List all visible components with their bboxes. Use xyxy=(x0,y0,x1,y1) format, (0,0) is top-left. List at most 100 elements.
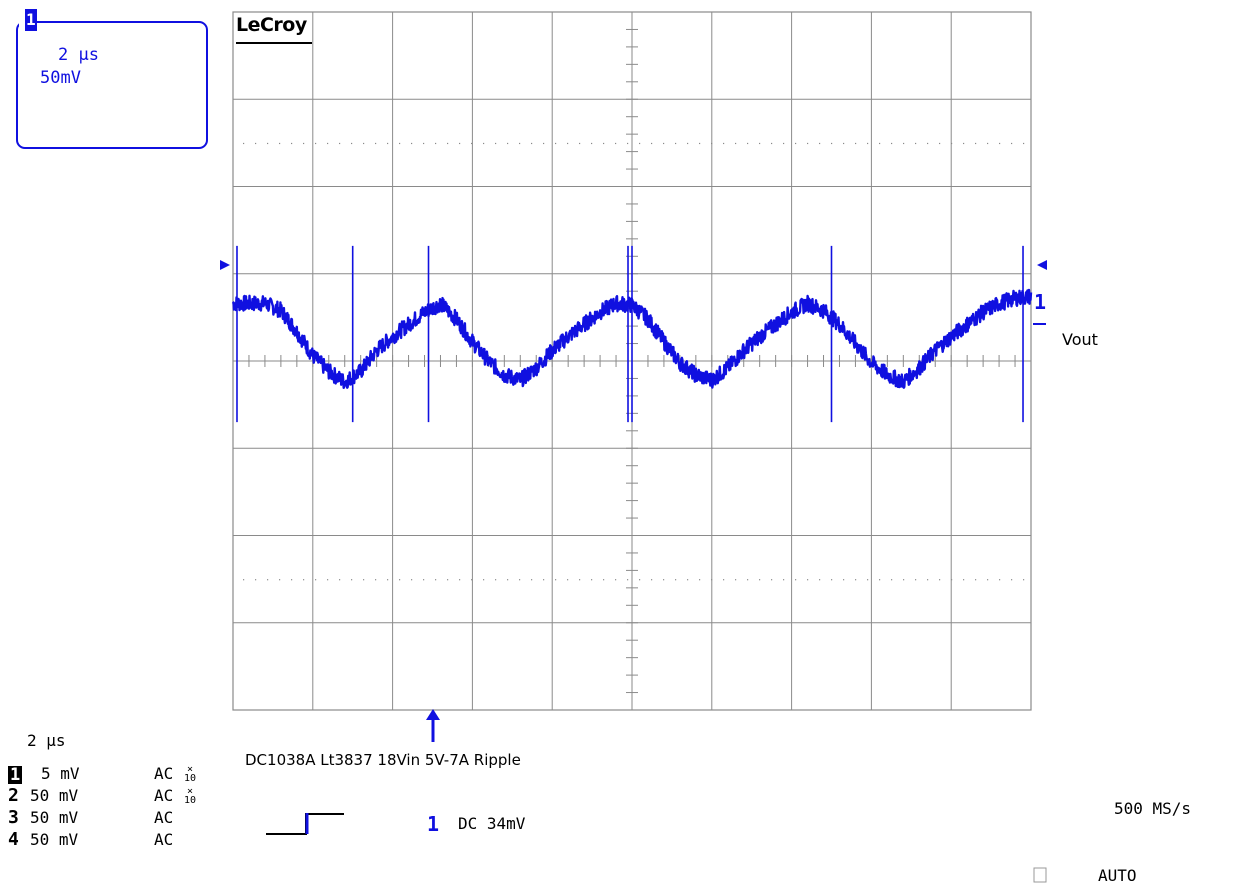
graticule-dot xyxy=(891,142,893,145)
graticule-dot xyxy=(591,142,593,145)
channel-number: 2 xyxy=(8,785,19,806)
graticule-dot xyxy=(831,142,833,145)
graticule-dot xyxy=(651,579,653,581)
graticule-dot xyxy=(459,142,461,145)
graticule-dot xyxy=(243,142,245,145)
graticule-dot xyxy=(519,579,521,581)
channel-volts: 50 mV xyxy=(30,808,79,827)
graticule-dot xyxy=(747,142,749,145)
graticule-dot xyxy=(795,579,797,581)
graticule-dot xyxy=(459,579,461,581)
graticule-dot xyxy=(999,579,1001,581)
graticule-dot xyxy=(711,142,713,145)
graticule-dot xyxy=(375,579,377,581)
trigger-mode[interactable]: AUTO xyxy=(1098,866,1137,885)
graticule-dot xyxy=(399,142,401,145)
graticule-dot xyxy=(423,142,425,145)
graticule-dot xyxy=(603,142,605,145)
graticule-dot xyxy=(291,579,293,581)
channel-row[interactable]: 1 5 mV AC × 10 xyxy=(8,764,228,786)
graticule-dot xyxy=(447,142,449,145)
graticule-dot xyxy=(471,579,473,581)
zoom-box-timebase: 2 μs xyxy=(58,45,99,65)
graticule-dot xyxy=(903,579,905,581)
graticule-dot xyxy=(603,579,605,581)
graticule-dot xyxy=(759,579,761,581)
graticule-dot xyxy=(483,579,485,581)
zoom-box-channel-number: 1 xyxy=(26,10,36,29)
graticule-dot xyxy=(279,579,281,581)
channel-coupling: AC xyxy=(154,764,174,783)
graticule-dot xyxy=(627,142,629,145)
graticule-dot xyxy=(843,142,845,145)
graticule-dot xyxy=(495,579,497,581)
graticule-dot xyxy=(315,579,317,581)
zoom-box-channel-badge xyxy=(25,9,37,31)
graticule-dot xyxy=(771,579,773,581)
graticule-dot xyxy=(411,142,413,145)
graticule-dot xyxy=(699,142,701,145)
channel-number: 4 xyxy=(8,829,19,850)
graticule-dot xyxy=(951,142,953,145)
graticule-dot xyxy=(963,579,965,581)
graticule-dot xyxy=(987,142,989,145)
graticule-dot xyxy=(807,579,809,581)
graticule-dot xyxy=(471,142,473,145)
graticule-dot xyxy=(759,142,761,145)
graticule-dot xyxy=(735,142,737,145)
graticule-dot xyxy=(627,579,629,581)
graticule-dot xyxy=(879,579,881,581)
graticule-dot xyxy=(435,579,437,581)
graticule-dot xyxy=(855,579,857,581)
graticule-dot xyxy=(615,142,617,145)
graticule-dot xyxy=(351,579,353,581)
channel-number: 3 xyxy=(8,807,19,828)
graticule-dot xyxy=(303,579,305,581)
trigger-coupling-level[interactable]: DC 34mV xyxy=(458,814,526,833)
graticule-dot xyxy=(783,579,785,581)
graticule-dot xyxy=(699,579,701,581)
graticule-dot xyxy=(435,142,437,145)
graticule-dot xyxy=(855,142,857,145)
graticule-dot xyxy=(771,142,773,145)
graticule-dot xyxy=(663,142,665,145)
graticule-dot xyxy=(903,142,905,145)
graticule-dot xyxy=(915,579,917,581)
graticule-dot xyxy=(555,579,557,581)
graticule-dot xyxy=(1023,579,1025,581)
graticule-dot xyxy=(819,142,821,145)
graticule-dot xyxy=(1011,142,1013,145)
channel-coupling: AC xyxy=(154,830,174,849)
waveform-caption: DC1038A Lt3837 18Vin 5V-7A Ripple xyxy=(245,751,521,769)
graticule-dot xyxy=(543,579,545,581)
graticule-dot xyxy=(987,579,989,581)
graticule-dot xyxy=(711,579,713,581)
graticule-dot xyxy=(495,142,497,145)
brand-logo: LeCroy xyxy=(236,14,307,36)
graticule-dot xyxy=(507,142,509,145)
graticule-dot xyxy=(387,142,389,145)
graticule-dot xyxy=(267,579,269,581)
graticule-dot xyxy=(483,142,485,145)
trigger-level-right-marker xyxy=(1037,260,1047,270)
graticule-dot xyxy=(279,142,281,145)
channel-volts: 5 mV xyxy=(41,764,80,783)
graticule-dot xyxy=(867,142,869,145)
channel-coupling: AC xyxy=(154,808,174,827)
graticule-dot xyxy=(687,142,689,145)
channel-row[interactable]: 2 50 mV AC × 10 xyxy=(8,785,228,808)
channel-row[interactable]: 4 50 mV AC xyxy=(8,829,228,852)
channel-row[interactable]: 3 50 mV AC xyxy=(8,807,228,830)
graticule-dot xyxy=(867,579,869,581)
graticule-dot xyxy=(891,579,893,581)
graticule-dot xyxy=(915,142,917,145)
graticule-dot xyxy=(723,579,725,581)
graticule-dot xyxy=(999,142,1001,145)
channel-zoom-box[interactable] xyxy=(16,21,208,149)
graticule-dot xyxy=(267,142,269,145)
graticule-dot xyxy=(579,142,581,145)
trigger-source: 1 xyxy=(427,812,440,836)
channel-number: 1 xyxy=(8,765,23,785)
graticule-dot xyxy=(555,142,557,145)
